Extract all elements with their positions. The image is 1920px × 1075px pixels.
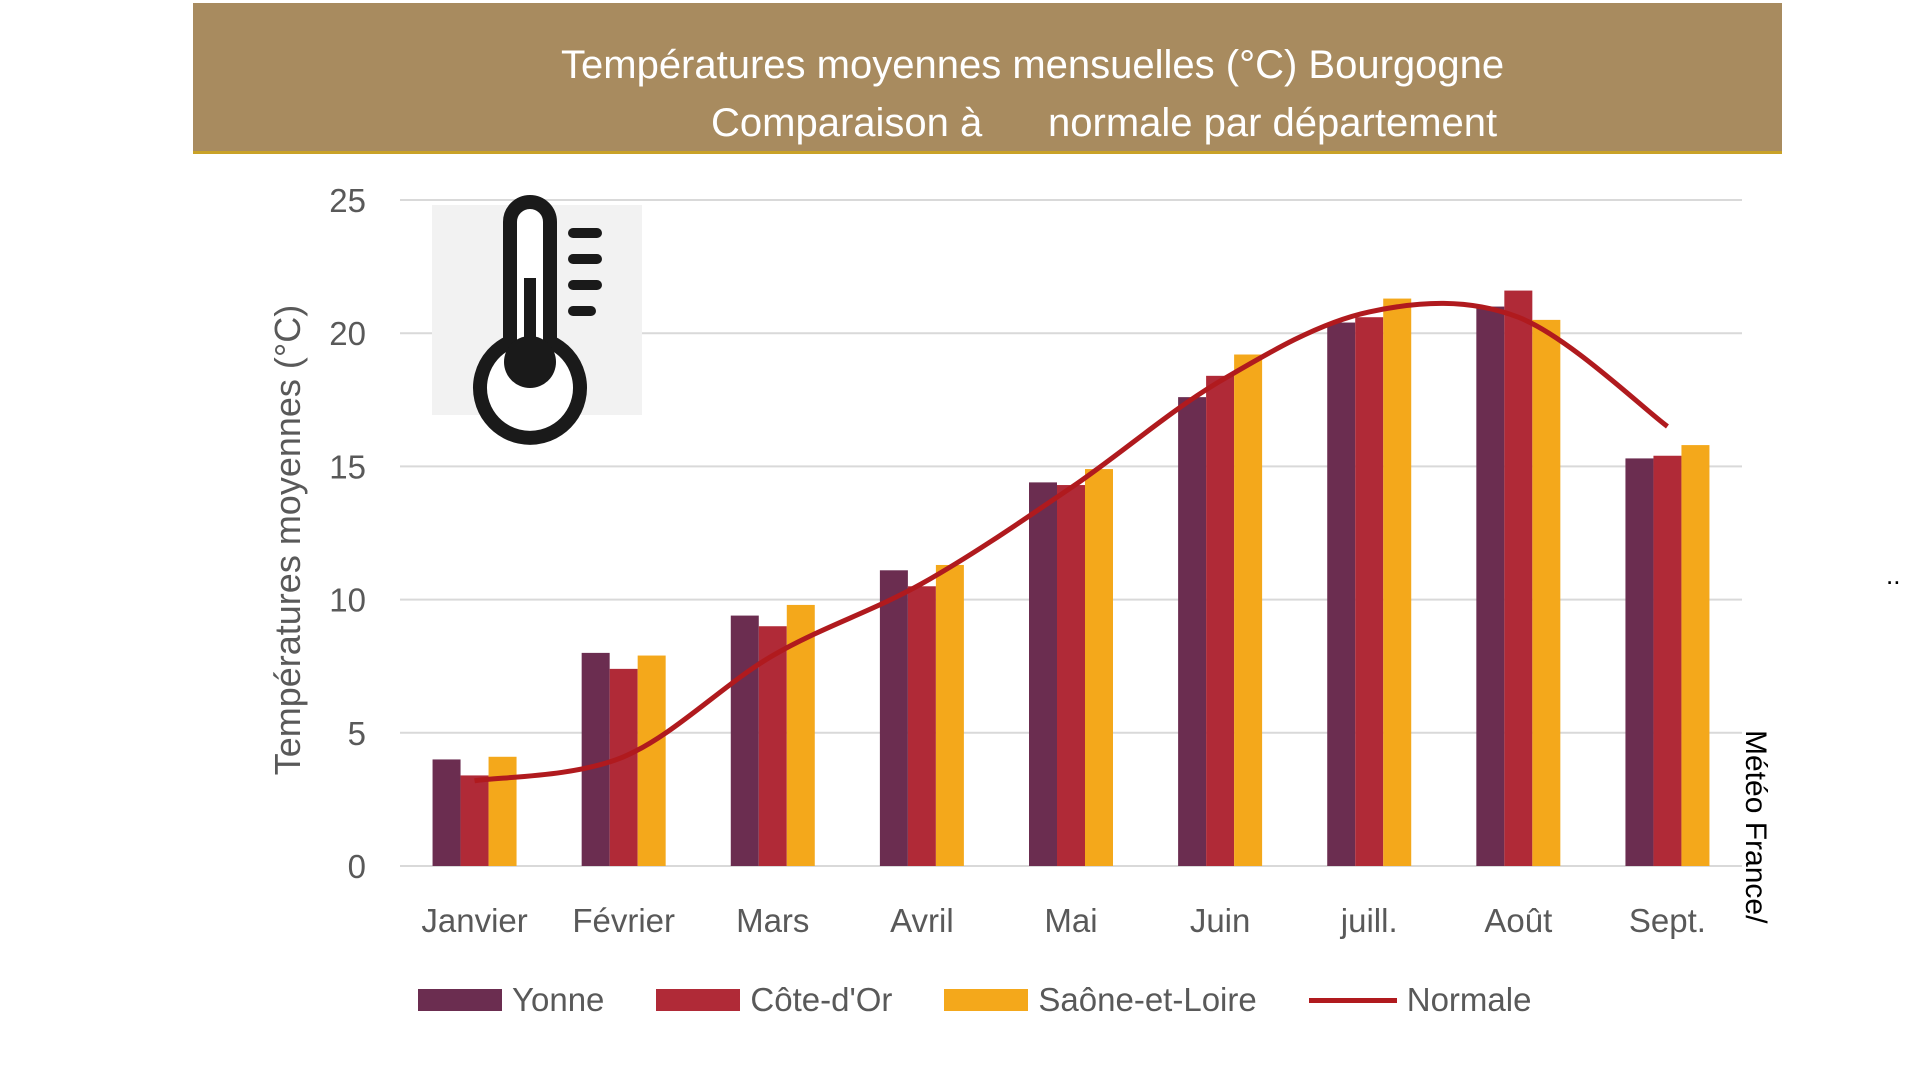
legend-swatch-cote-dor xyxy=(656,989,741,1011)
normale-line xyxy=(474,300,1669,784)
bar-c-te-d-or-8 xyxy=(1653,455,1682,866)
source-note: Météo France/ xyxy=(1739,730,1772,924)
x-tick-label: juill. xyxy=(1340,902,1398,939)
bar-sa-ne-et-loire-3 xyxy=(935,564,964,866)
y-tick-label: 10 xyxy=(329,582,366,619)
legend-item-yonne: Yonne xyxy=(418,981,604,1019)
x-tick-label: Mai xyxy=(1044,902,1097,939)
chart-subtitle-part2: normale par département xyxy=(1048,101,1498,145)
x-tick-label: Février xyxy=(572,902,675,939)
y-tick-label: 0 xyxy=(348,848,366,885)
x-tick-label: Mars xyxy=(736,902,809,939)
legend: Yonne Côte-d'Or Saône-et-Loire Normale xyxy=(418,980,1583,1020)
bar-sa-ne-et-loire-6 xyxy=(1383,298,1412,866)
corner-marks: .. xyxy=(1886,560,1901,590)
bar-c-te-d-or-6 xyxy=(1355,317,1384,866)
bar-yonne-8 xyxy=(1625,458,1654,866)
x-tick-label: Août xyxy=(1484,902,1552,939)
x-tick-label: Juin xyxy=(1190,902,1251,939)
bar-yonne-6 xyxy=(1327,322,1356,866)
bar-c-te-d-or-3 xyxy=(907,586,936,866)
bar-sa-ne-et-loire-1 xyxy=(637,655,666,866)
title-banner: Températures moyennes mensuelles (°C) Bo… xyxy=(193,3,1782,154)
x-tick-label: Janvier xyxy=(421,902,527,939)
chart-subtitle-part1: Comparaison à xyxy=(711,101,983,145)
bar-c-te-d-or-0 xyxy=(460,775,489,866)
bar-sa-ne-et-loire-2 xyxy=(786,604,815,866)
y-tick-label: 5 xyxy=(348,715,366,752)
legend-label-yonne: Yonne xyxy=(512,981,605,1018)
y-tick-label: 20 xyxy=(329,315,366,352)
legend-swatch-normale xyxy=(1308,997,1397,1003)
x-tick-label: Sept. xyxy=(1629,902,1706,939)
legend-label-normale: Normale xyxy=(1406,981,1532,1018)
legend-swatch-saone-et-loire xyxy=(944,989,1029,1011)
bar-sa-ne-et-loire-7 xyxy=(1532,319,1561,866)
y-axis-label: Températures moyennes (°C) xyxy=(267,305,308,776)
bar-sa-ne-et-loire-8 xyxy=(1681,445,1710,866)
bar-c-te-d-or-4 xyxy=(1057,485,1085,866)
thermometer-icon xyxy=(432,195,642,445)
bar-c-te-d-or-2 xyxy=(758,626,787,866)
legend-swatch-yonne xyxy=(418,989,502,1011)
x-axis-ticks: Janvier Février Mars Avril Mai Juin juill. Août… xyxy=(421,902,1706,939)
bar-yonne-4 xyxy=(1029,482,1057,866)
bar-yonne-0 xyxy=(432,759,461,866)
legend-item-normale: Normale xyxy=(1308,981,1532,1019)
bar-c-te-d-or-1 xyxy=(609,668,638,866)
x-tick-label: Avril xyxy=(890,902,954,939)
bar-c-te-d-or-5 xyxy=(1206,375,1235,866)
bar-yonne-3 xyxy=(879,570,908,866)
y-axis-ticks: 0 5 10 15 20 25 xyxy=(329,182,366,885)
bar-yonne-7 xyxy=(1476,306,1505,866)
bar-c-te-d-or-7 xyxy=(1504,290,1533,866)
legend-label-cote-dor: Côte-d'Or xyxy=(750,981,893,1018)
y-tick-label: 15 xyxy=(329,448,366,485)
bar-yonne-2 xyxy=(730,615,759,866)
legend-label-saone-et-loire: Saône-et-Loire xyxy=(1038,981,1257,1018)
chart-title: Températures moyennes mensuelles (°C) Bo… xyxy=(561,43,1505,87)
bar-sa-ne-et-loire-5 xyxy=(1234,354,1263,866)
legend-item-saone-et-loire: Saône-et-Loire xyxy=(944,981,1257,1019)
legend-item-cote-dor: Côte-d'Or xyxy=(656,981,892,1019)
bar-yonne-5 xyxy=(1178,397,1207,866)
bar-sa-ne-et-loire-4 xyxy=(1085,469,1113,866)
bar-sa-ne-et-loire-0 xyxy=(488,756,517,866)
y-tick-label: 25 xyxy=(329,182,366,219)
bar-yonne-1 xyxy=(581,652,610,866)
